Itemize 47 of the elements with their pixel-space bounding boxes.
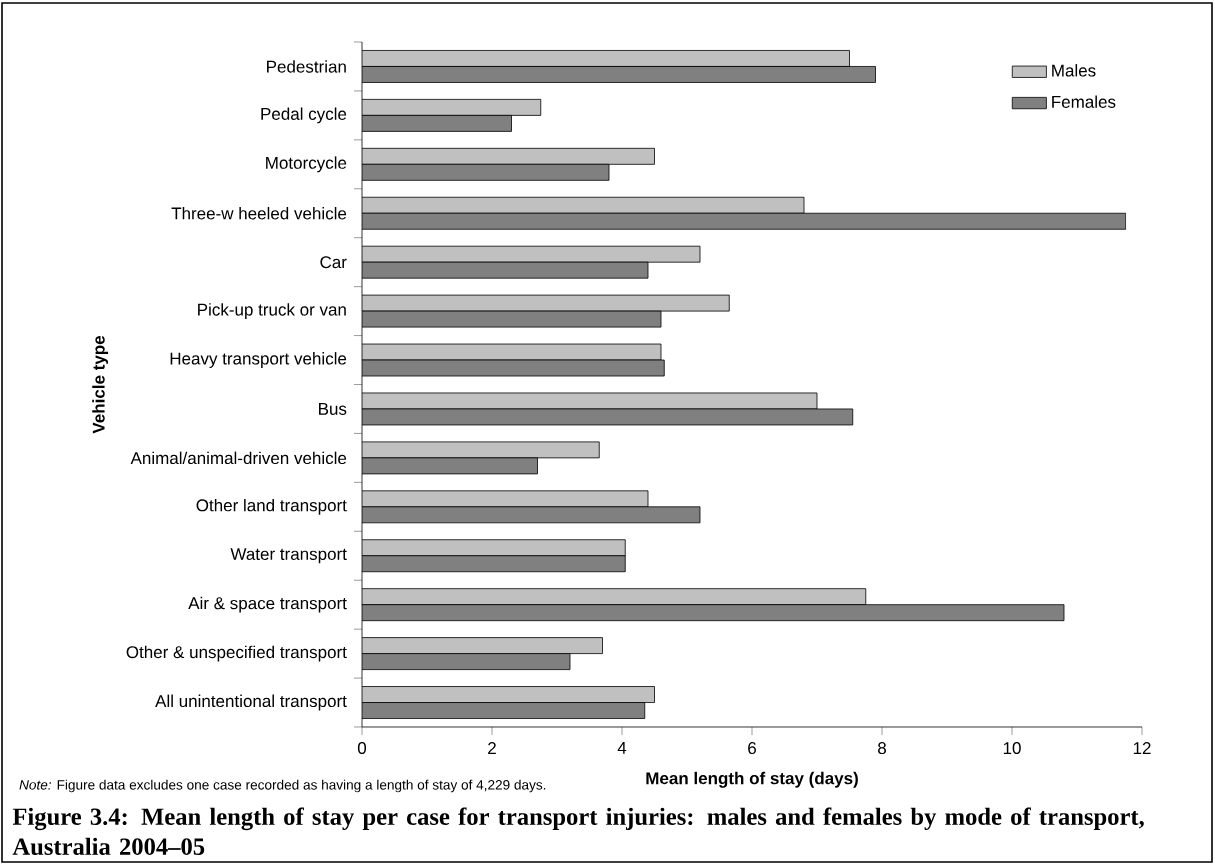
bar [362, 490, 649, 508]
bar [362, 506, 701, 524]
bar [362, 261, 649, 279]
x-tick-label: 2 [488, 742, 496, 754]
y-tick-label: Pedal cycle [261, 107, 347, 124]
y-tick-label: Heavy transport vehicle [170, 352, 347, 368]
x-tick-label: 8 [878, 742, 886, 755]
text: Figure 3.4: Mean length of stay per case for transport injuries: males and females by mode of transport, Australia 2004–05 [12, 807, 1144, 856]
legend-label: Males [1052, 64, 1096, 77]
bar [362, 66, 876, 83]
y-axis-title: Vehicle type [92, 335, 109, 434]
bar [362, 98, 542, 116]
y-tick-label: Three-w heeled vehicle [171, 206, 347, 220]
bar [362, 245, 701, 263]
bar [362, 653, 571, 671]
y-tick-label: Pedestrian [267, 60, 346, 73]
y-tick-label: Animal/animal-driven vehicle [130, 451, 347, 465]
x-tick-label: 4 [617, 742, 627, 754]
y-tick-label: All unintentional transport [155, 694, 347, 711]
y-tick-label: Motorcycle [266, 156, 347, 173]
legend-label: Females [1052, 95, 1116, 108]
y-tick-label: Car [320, 256, 347, 269]
text: Note: Figure data excludes one case recorded as having a length of stay of 4,229 days. [19, 779, 546, 793]
bar [362, 196, 805, 214]
bar [362, 212, 1127, 230]
bar [362, 539, 626, 557]
y-tick-label: Other land transport [196, 498, 347, 515]
bar [362, 147, 655, 165]
y-tick-label: Water transport [230, 548, 347, 564]
bar [362, 163, 610, 181]
bar [362, 50, 850, 67]
bar [362, 604, 1065, 622]
bar [362, 686, 655, 703]
bar [362, 555, 626, 573]
bar [362, 114, 512, 132]
x-tick-label: 12 [1133, 742, 1151, 754]
x-tick-label: 10 [1003, 742, 1021, 755]
y-tick-label: Other & unspecified transport [126, 645, 347, 662]
y-tick-label: Pick-up truck or van [198, 303, 346, 320]
bar [362, 588, 867, 606]
x-tick-label: 6 [748, 742, 756, 755]
x-axis-title: Mean length of stay (days) [646, 771, 858, 788]
y-tick-label: Bus [319, 403, 347, 415]
bar [362, 702, 646, 719]
x-tick-label: 0 [357, 742, 367, 755]
bar [362, 637, 603, 654]
y-tick-label: Air & space transport [188, 596, 347, 613]
